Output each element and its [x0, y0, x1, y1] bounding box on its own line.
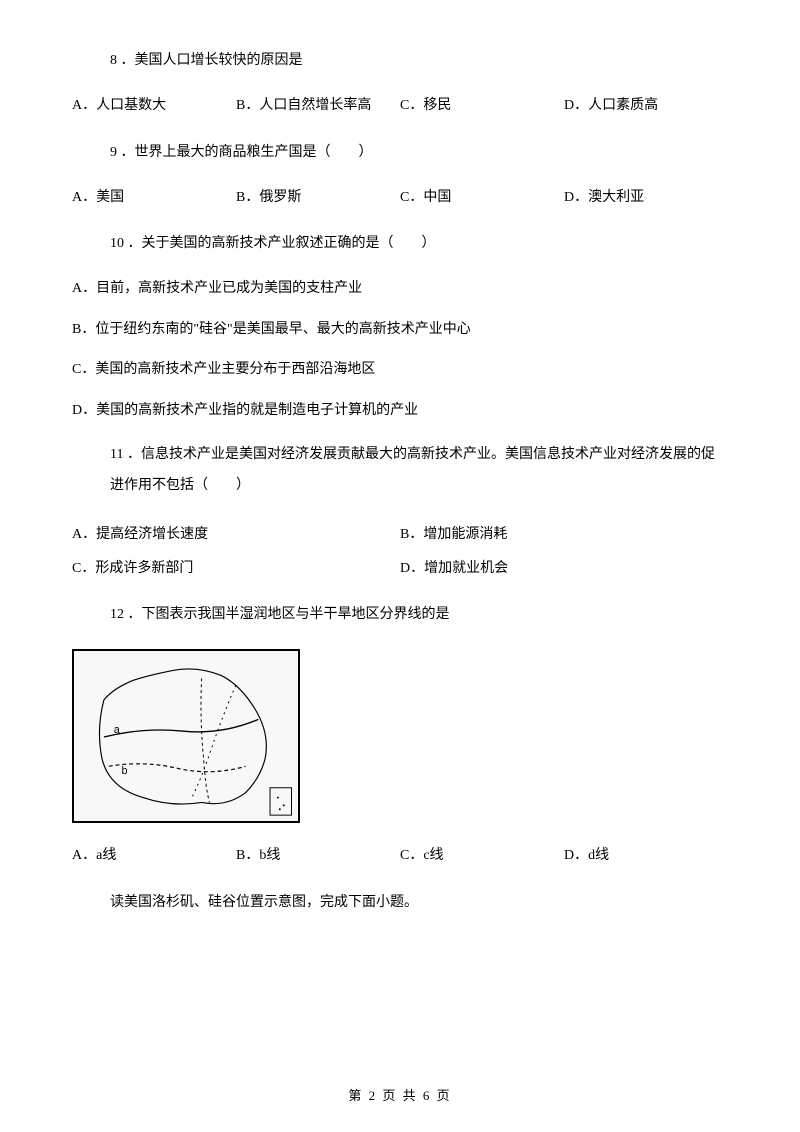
map-label-a: a: [114, 725, 120, 737]
q8-option-d[interactable]: D．人口素质高: [564, 95, 728, 117]
q8-stem: 8 ．美国人口增长较快的原因是: [110, 48, 728, 73]
reading-prompt: 读美国洛杉矶、硅谷位置示意图，完成下面小题。: [110, 890, 728, 915]
q9-option-d[interactable]: D．澳大利亚: [564, 187, 728, 209]
q12-options: A．a线 B．b线 C．c线 D．d线: [72, 845, 728, 867]
q11-option-c[interactable]: C．形成许多新部门: [72, 558, 400, 580]
q10-stem: 10 ．关于美国的高新技术产业叙述正确的是（ ）: [110, 231, 728, 256]
q9-stem: 9 ．世界上最大的商品粮生产国是（ ）: [110, 140, 728, 165]
map-label-b: b: [122, 766, 128, 778]
china-map-figure: a b: [72, 649, 728, 823]
q9-option-b[interactable]: B．俄罗斯: [236, 187, 400, 209]
q8-options: A．人口基数大 B．人口自然增长率高 C．移民 D．人口素质高: [72, 95, 728, 117]
q8-option-c[interactable]: C．移民: [400, 95, 564, 117]
china-map-icon: a b: [72, 649, 300, 823]
q9-option-a[interactable]: A．美国: [72, 187, 236, 209]
q12-option-c[interactable]: C．c线: [400, 845, 564, 867]
q8-option-b[interactable]: B．人口自然增长率高: [236, 95, 400, 117]
q12-stem: 12 ．下图表示我国半湿润地区与半干旱地区分界线的是: [110, 602, 728, 627]
q11-option-b[interactable]: B．增加能源消耗: [400, 524, 728, 546]
q11-stem: 11 ．信息技术产业是美国对经济发展贡献最大的高新技术产业。美国信息技术产业对经…: [110, 440, 728, 502]
q11-options-row2: C．形成许多新部门 D．增加就业机会: [72, 558, 728, 580]
q9-options: A．美国 B．俄罗斯 C．中国 D．澳大利亚: [72, 187, 728, 209]
q10-option-c[interactable]: C．美国的高新技术产业主要分布于西部沿海地区: [72, 359, 728, 381]
q9-option-c[interactable]: C．中国: [400, 187, 564, 209]
q8-option-a[interactable]: A．人口基数大: [72, 95, 236, 117]
q10-option-b[interactable]: B．位于纽约东南的"硅谷"是美国最早、最大的高新技术产业中心: [72, 319, 728, 341]
q11-option-a[interactable]: A．提高经济增长速度: [72, 524, 400, 546]
q10-option-d[interactable]: D．美国的高新技术产业指的就是制造电子计算机的产业: [72, 400, 728, 422]
q10-option-a[interactable]: A．目前，高新技术产业已成为美国的支柱产业: [72, 278, 728, 300]
q12-option-d[interactable]: D．d线: [564, 845, 728, 867]
page-footer: 第 2 页 共 6 页: [0, 1085, 800, 1104]
q11-options-row1: A．提高经济增长速度 B．增加能源消耗: [72, 524, 728, 546]
q11-option-d[interactable]: D．增加就业机会: [400, 558, 728, 580]
q12-option-b[interactable]: B．b线: [236, 845, 400, 867]
q12-option-a[interactable]: A．a线: [72, 845, 236, 867]
